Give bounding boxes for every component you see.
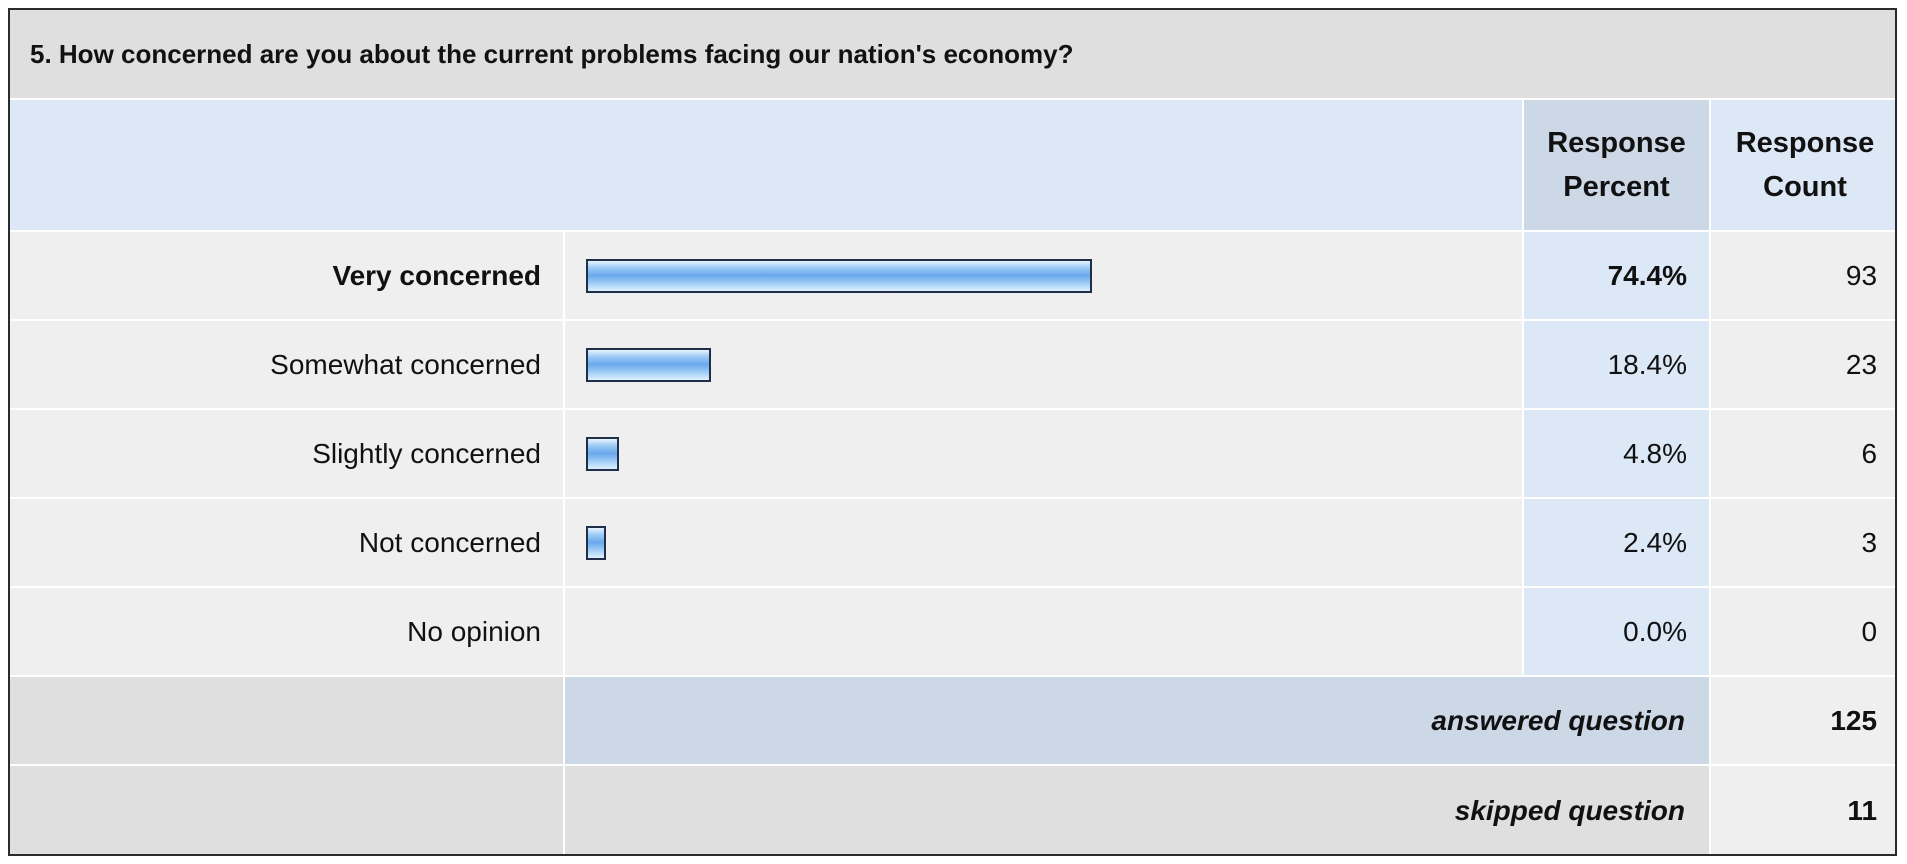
table-row: Slightly concerned 4.8% 6 (10, 410, 1895, 499)
skipped-question-count: 11 (1711, 766, 1895, 854)
bar-cell (565, 410, 1524, 499)
response-percent: 2.4% (1524, 499, 1711, 588)
table-row: Somewhat concerned 18.4% 23 (10, 321, 1895, 410)
header-percent-line1: Response (1547, 127, 1686, 159)
response-percent: 74.4% (1524, 232, 1711, 321)
table-row: No opinion 0.0% 0 (10, 588, 1895, 677)
results-table: 5. How concerned are you about the curre… (10, 10, 1895, 854)
bar-cell (565, 499, 1524, 588)
table-row: Not concerned 2.4% 3 (10, 499, 1895, 588)
response-percent: 18.4% (1524, 321, 1711, 410)
response-count: 0 (1711, 588, 1895, 677)
bar-cell (565, 321, 1524, 410)
question-title: 5. How concerned are you about the curre… (10, 10, 1895, 100)
response-count: 6 (1711, 410, 1895, 499)
response-count: 23 (1711, 321, 1895, 410)
skipped-question-label: skipped question (565, 766, 1711, 854)
bar-cell (565, 588, 1524, 677)
response-count: 3 (1711, 499, 1895, 588)
survey-question-panel: 5. How concerned are you about the curre… (8, 8, 1897, 856)
header-response-count: Response Count (1711, 100, 1895, 232)
table-row: Very concerned 74.4% 93 (10, 232, 1895, 321)
header-count-line1: Response (1735, 127, 1875, 159)
answer-label: No opinion (10, 588, 565, 677)
bar (586, 259, 1092, 293)
summary-blank (10, 677, 565, 766)
header-percent-line2: Percent (1563, 171, 1670, 203)
bar-cell (565, 232, 1524, 321)
bar (586, 348, 711, 382)
bar (586, 437, 619, 471)
bar (586, 526, 606, 560)
header-response-percent: Response Percent (1524, 100, 1711, 232)
answer-label: Slightly concerned (10, 410, 565, 499)
header-blank (10, 100, 1524, 232)
answer-label: Not concerned (10, 499, 565, 588)
answered-question-count: 125 (1711, 677, 1895, 766)
answer-label: Somewhat concerned (10, 321, 565, 410)
answer-label: Very concerned (10, 232, 565, 321)
response-count: 93 (1711, 232, 1895, 321)
response-percent: 4.8% (1524, 410, 1711, 499)
summary-blank (10, 766, 565, 854)
response-percent: 0.0% (1524, 588, 1711, 677)
header-count-line2: Count (1763, 171, 1847, 203)
answered-question-label: answered question (565, 677, 1711, 766)
